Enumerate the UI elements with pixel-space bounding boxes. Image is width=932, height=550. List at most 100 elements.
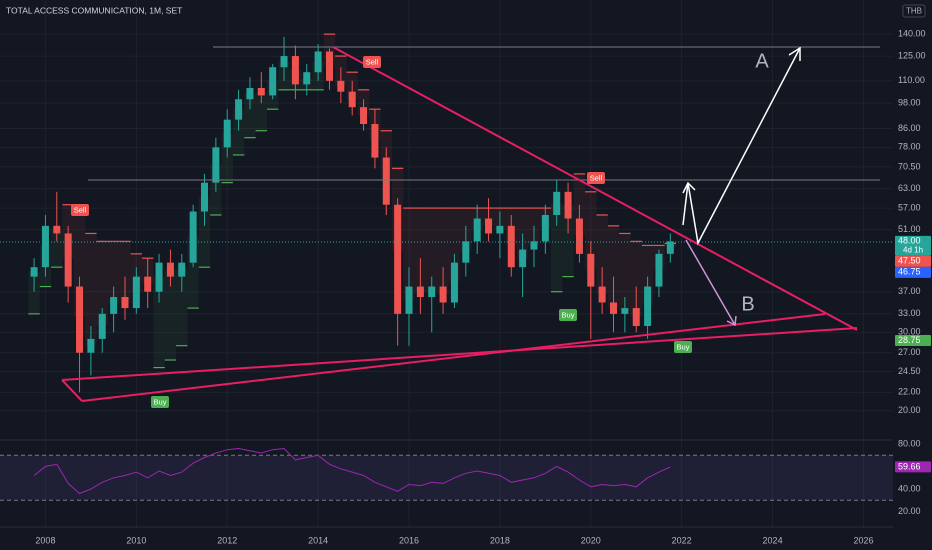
supertrend-fill: [153, 276, 165, 368]
candle-body: [64, 233, 72, 287]
rsi-line: [33, 447, 671, 495]
candle-body: [530, 241, 538, 250]
candle-body: [462, 241, 470, 263]
candle-body: [496, 225, 504, 234]
y-tick-label: 37.00: [898, 286, 921, 296]
candle-body: [280, 56, 288, 68]
grid: [0, 0, 893, 527]
price-tag-label: 48.00: [898, 236, 921, 246]
candle-body: [41, 225, 49, 268]
candle-body: [428, 286, 436, 298]
price-tag-label: 47.50: [898, 256, 921, 266]
candle-body: [178, 262, 186, 277]
x-tick-label: 2016: [399, 535, 419, 545]
candle-body: [337, 80, 345, 92]
signal-box: [71, 204, 89, 216]
supertrend-fill: [28, 271, 40, 314]
supertrend-fill: [641, 245, 654, 306]
candle-body: [53, 225, 61, 234]
supertrend-fill: [426, 208, 438, 292]
candle-body: [235, 99, 243, 120]
arrow-head: [726, 315, 737, 327]
supertrend-fill: [164, 269, 177, 361]
supertrend-fill: [607, 225, 620, 309]
candle-body: [360, 107, 368, 125]
supertrend-fill: [255, 91, 267, 131]
candle-body: [110, 297, 118, 314]
candle-body: [610, 302, 618, 314]
candle-body: [655, 253, 663, 287]
price-tag: [895, 235, 931, 256]
y-tick-label: 98.00: [898, 98, 921, 108]
y-tick-label: 33.00: [898, 308, 921, 318]
price-tag-label: 28.75: [898, 335, 921, 345]
candle-body: [257, 87, 265, 96]
supertrend-fill: [414, 208, 427, 292]
supertrend-fill: [85, 233, 97, 346]
price-tag: [895, 335, 931, 347]
signal-label: Sell: [74, 205, 87, 214]
annotation: B: [741, 293, 754, 315]
x-tick-label: 2020: [581, 535, 601, 545]
y-tick-label: 86.00: [898, 123, 921, 133]
trendline: [61, 327, 858, 381]
candle-body: [155, 262, 163, 292]
candle-body: [291, 56, 299, 85]
chart-title: TOTAL ACCESS COMMUNICATION, 1M, SET: [6, 5, 182, 15]
signal-label: Sell: [366, 57, 379, 66]
rsi-band: [0, 455, 893, 501]
supertrend-fill: [619, 233, 631, 311]
rsi-tick-label: 20.00: [898, 506, 921, 516]
arrow-head: [788, 46, 801, 61]
signal-box: [674, 341, 692, 353]
supertrend-fill: [562, 204, 574, 277]
y-tick-label: 51.00: [898, 224, 921, 234]
signal-box: [559, 309, 577, 321]
candle-body: [166, 262, 174, 277]
countdown: 4d 1h: [903, 245, 923, 254]
y-tick-label: 22.00: [898, 387, 921, 397]
signal-box: [363, 56, 381, 68]
signal-box: [587, 172, 605, 184]
rsi-tick-label: 40.00: [898, 483, 921, 493]
supertrend-fill: [73, 214, 86, 317]
plot: [0, 33, 893, 501]
candle-body: [450, 262, 458, 303]
labels: Sell Buy Sell Buy Sell Buy A B: [71, 50, 769, 408]
supertrend-fill: [51, 229, 63, 268]
y-tick-label: 70.50: [898, 161, 921, 171]
candle-body: [246, 87, 254, 100]
candle-body: [519, 249, 527, 268]
y-tick-label: 20.00: [898, 405, 921, 415]
candle-body: [121, 297, 129, 309]
price-tag: [895, 255, 931, 267]
signal-label: Buy: [562, 310, 575, 319]
arrow-path: [682, 47, 801, 246]
supertrend-fill: [516, 208, 529, 259]
x-tick-label: 2024: [763, 535, 783, 545]
x-tick-label: 2018: [490, 535, 510, 545]
candle-body: [473, 218, 481, 242]
candle-body: [587, 253, 595, 287]
currency-box: [902, 4, 926, 18]
candle-body: [314, 51, 322, 73]
supertrend-fill: [232, 109, 245, 155]
candle-body: [144, 276, 152, 292]
y-tick-label: 125.00: [898, 50, 926, 60]
trendline: [81, 313, 826, 402]
candle-body: [269, 67, 277, 96]
supertrend-fill: [96, 241, 108, 326]
x-tick-label: 2008: [35, 535, 55, 545]
candle-body: [644, 286, 652, 326]
candle-body: [666, 241, 674, 254]
candle-body: [553, 191, 561, 215]
currency: THB: [906, 7, 922, 16]
rsi-tag-label: 59.66: [898, 461, 921, 471]
supertrend-fill: [221, 133, 233, 183]
candle-body: [201, 182, 209, 212]
supertrend-fill: [198, 196, 211, 268]
x-tick-label: 2022: [672, 535, 692, 545]
supertrend-fill: [176, 269, 188, 346]
arrow-head: [682, 181, 696, 194]
